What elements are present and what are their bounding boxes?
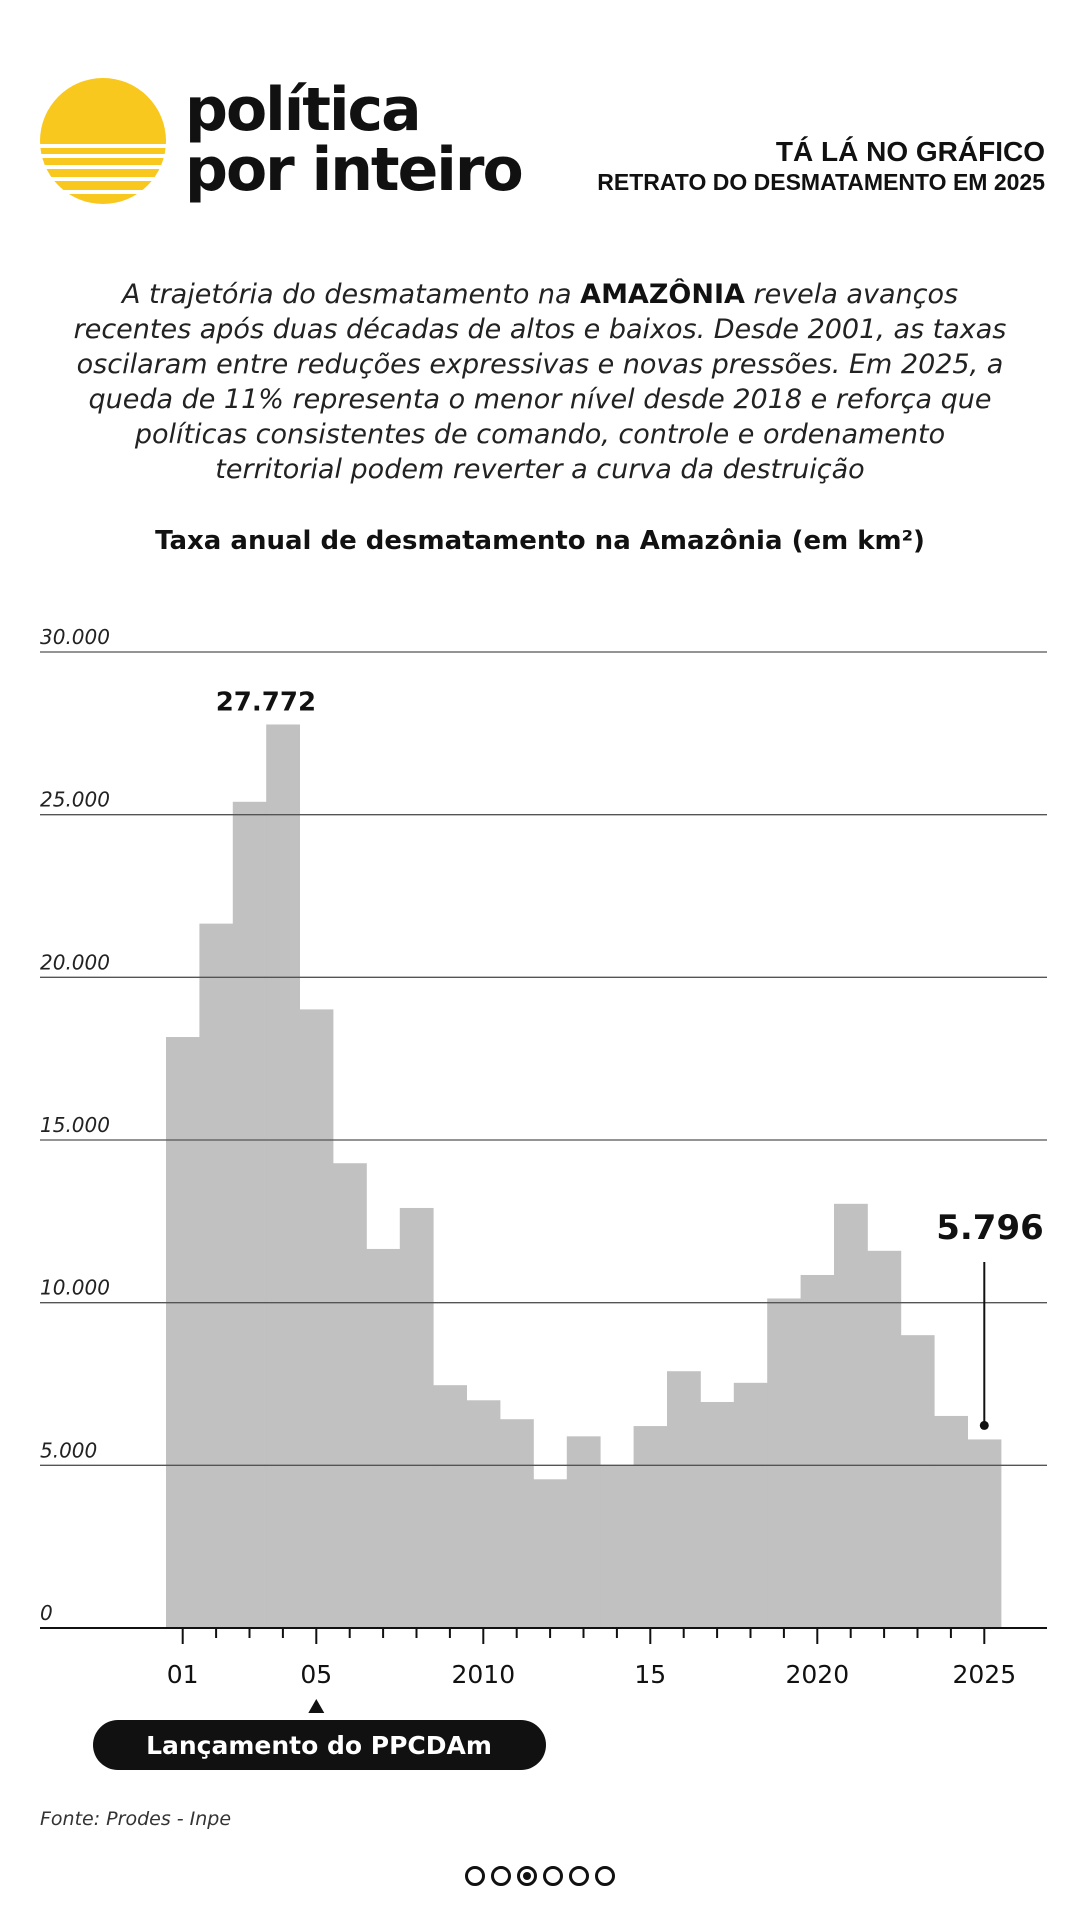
bar-2022 — [867, 1250, 902, 1628]
source-note: Fonte: Prodes - Inpe — [40, 1808, 232, 1830]
x-tick-label: 2010 — [451, 1660, 515, 1689]
brand-wordmark: política por inteiro — [185, 75, 524, 205]
sun-body — [40, 78, 166, 144]
intro-text-after: revela avanços recentes após duas década… — [73, 279, 1007, 485]
pagination-dot[interactable] — [569, 1866, 589, 1886]
x-tick-label: 05 — [300, 1660, 332, 1689]
brand-name-line2: por inteiro — [185, 135, 524, 205]
bar-2016 — [667, 1371, 701, 1628]
bar-2011 — [500, 1419, 534, 1628]
bar-2024 — [934, 1415, 968, 1628]
y-tick-label: 5.000 — [40, 1438, 97, 1462]
bar-2021 — [834, 1203, 868, 1628]
sun-stripe — [40, 148, 166, 154]
bar-2017 — [700, 1401, 735, 1628]
y-tick-label: 0 — [40, 1601, 53, 1625]
bar-2007 — [366, 1248, 401, 1628]
event-marker-icon — [308, 1699, 325, 1713]
event-label: Lançamento do PPCDAm — [146, 1731, 492, 1760]
bar-2018 — [733, 1382, 768, 1628]
x-tick-label: 15 — [634, 1660, 666, 1689]
bar-2006 — [333, 1163, 367, 1628]
peak-value-label: 27.772 — [216, 687, 316, 717]
bar-2020 — [800, 1274, 835, 1628]
bar-2005 — [299, 1009, 334, 1628]
pagination-dot[interactable] — [543, 1866, 563, 1886]
y-tick-label: 20.000 — [40, 950, 110, 974]
intro-text-before: A trajetória do desmatamento na — [121, 279, 581, 310]
latest-value-dot — [979, 1420, 989, 1430]
x-tick-label: 2020 — [785, 1660, 849, 1689]
x-tick-label: 01 — [167, 1660, 199, 1689]
kicker-title: TÁ LÁ NO GRÁFICO — [775, 136, 1045, 167]
intro-paragraph: A trajetória do desmatamento na AMAZÔNIA… — [70, 277, 1010, 487]
y-tick-label: 30.000 — [40, 625, 110, 649]
pagination-dots — [0, 1866, 1080, 1886]
sun-stripe — [40, 169, 166, 177]
header-kicker: TÁ LÁ NO GRÁFICO RETRATO DO DESMATAMENTO… — [597, 136, 1045, 196]
y-tick-label: 25.000 — [40, 788, 110, 812]
deforestation-bar-chart: 0 5.000 10.000 15.000 20.000 25.000 30.000 01 05… — [40, 625, 1047, 1770]
bar-2015 — [633, 1426, 668, 1628]
pagination-dot[interactable] — [491, 1866, 511, 1886]
pagination-dot-active[interactable] — [517, 1866, 537, 1886]
pagination-dot[interactable] — [595, 1866, 615, 1886]
bar-2019 — [767, 1298, 801, 1628]
pagination-dot[interactable] — [465, 1866, 485, 1886]
latest-value-label: 5.796 — [936, 1208, 1044, 1248]
sun-logo-icon — [40, 78, 166, 204]
intro-highlight: AMAZÔNIA — [580, 279, 745, 310]
bar-2013 — [566, 1436, 601, 1628]
bar-2001 — [166, 1037, 200, 1628]
event-pill — [93, 1720, 546, 1770]
sun-stripe — [40, 158, 166, 165]
bar-2002 — [199, 923, 234, 1628]
chart-title: Taxa anual de desmatamento na Amazônia (… — [155, 526, 925, 556]
kicker-subtitle: RETRATO DO DESMATAMENTO EM 2025 — [597, 169, 1045, 195]
bar-2010 — [466, 1400, 501, 1628]
y-tick-label: 10.000 — [40, 1276, 110, 1300]
bar-2003 — [232, 801, 267, 1628]
bar-2025 — [967, 1439, 1002, 1628]
bar-2014 — [600, 1464, 634, 1628]
x-tick-label: 2025 — [952, 1660, 1016, 1689]
bar-2008 — [399, 1207, 434, 1628]
bar-2012 — [533, 1479, 568, 1628]
bar-2023 — [900, 1335, 935, 1628]
y-tick-label: 15.000 — [40, 1113, 110, 1137]
bar-2009 — [433, 1385, 467, 1628]
sun-stripe — [40, 181, 166, 190]
brand-name-line1: política — [185, 75, 422, 145]
bar-2004 — [266, 724, 300, 1628]
sun-stripe — [40, 194, 166, 204]
